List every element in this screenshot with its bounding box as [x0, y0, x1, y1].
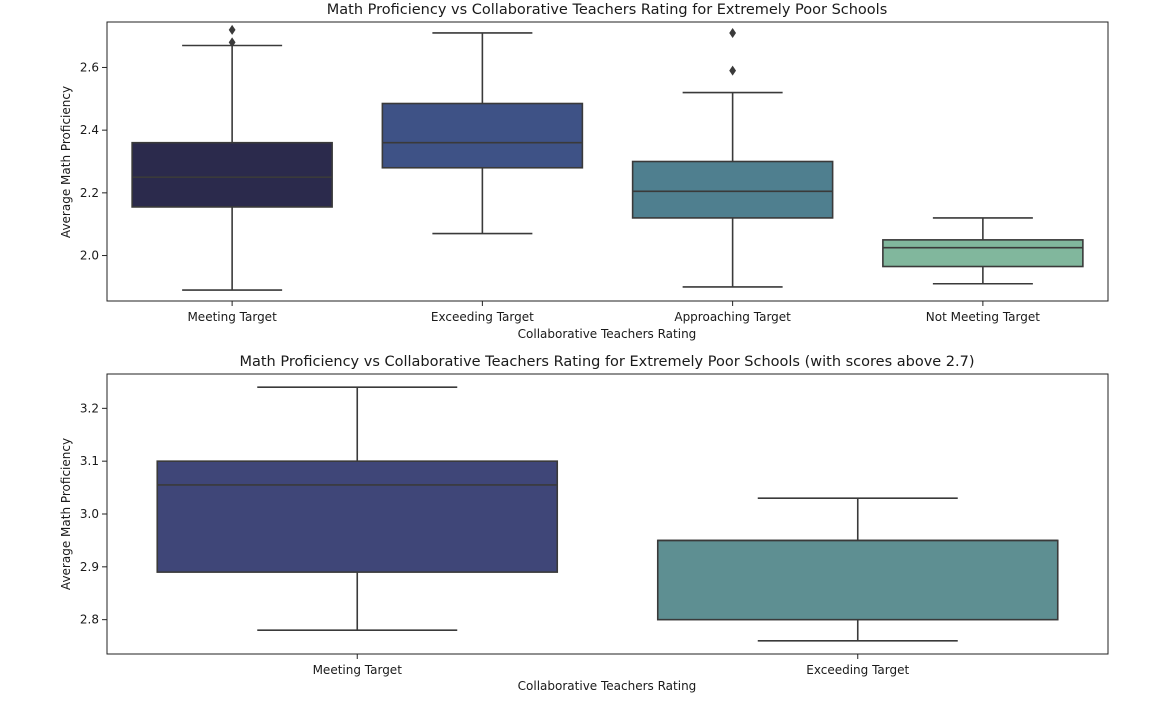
chart-top-outlier-point	[228, 37, 236, 48]
chart-bottom-box	[656, 539, 1059, 621]
chart-top-plot-frame	[106, 21, 1109, 302]
chart-top-outlier-point	[228, 24, 236, 35]
chart-top-title: Math Proficiency vs Collaborative Teache…	[327, 2, 888, 18]
chart-bottom-title: Math Proficiency vs Collaborative Teache…	[239, 354, 974, 370]
chart-top-box	[131, 141, 333, 208]
chart-bottom-x-tick-label: Exceeding Target	[806, 663, 909, 677]
chart-bottom-marks	[156, 386, 1059, 642]
chart-bottom-x-axis: Meeting Target Exceeding Target	[313, 654, 910, 677]
chart-top-x-tick-label: Exceeding Target	[431, 310, 534, 324]
chart-top-y-tick-label: 2.6	[80, 60, 99, 74]
chart-bottom-y-tick-label: 3.1	[80, 454, 99, 468]
chart-top-y-tick-label: 2.2	[80, 186, 99, 200]
chart-top-x-tick-label: Not Meeting Target	[926, 310, 1040, 324]
chart-top-x-axis-label: Collaborative Teachers Rating	[518, 327, 697, 341]
chart-bottom-y-tick-label: 2.8	[80, 613, 99, 627]
chart-top-x-axis: Meeting Target Exceeding Target Approachin…	[187, 301, 1040, 324]
chart-bottom-x-axis-label: Collaborative Teachers Rating	[518, 679, 697, 693]
chart-top: Math Proficiency vs Collaborative Teache…	[59, 2, 1109, 341]
chart-top-box-group	[882, 217, 1084, 285]
chart-bottom-y-tick-label: 3.0	[80, 507, 99, 521]
chart-bottom-box-group	[156, 386, 559, 632]
chart-bottom-y-axis-label: Average Math Proficiency	[59, 438, 73, 590]
chart-top-x-tick-label: Approaching Target	[674, 310, 791, 324]
chart-bottom: Math Proficiency vs Collaborative Teache…	[59, 354, 1109, 693]
chart-top-y-axis: 2.0 2.2 2.4 2.6	[80, 60, 107, 263]
chart-top-box-group	[131, 24, 333, 291]
chart-top-marks	[131, 24, 1084, 291]
chart-top-y-axis-label: Average Math Proficiency	[59, 86, 73, 238]
chart-bottom-box	[156, 460, 559, 573]
chart-top-box	[882, 239, 1084, 268]
chart-bottom-x-tick-label: Meeting Target	[313, 663, 403, 677]
chart-top-box-group	[631, 27, 834, 288]
chart-bottom-y-axis: 2.8 2.9 3.0 3.1 3.2	[80, 401, 107, 627]
chart-top-outlier-point	[729, 65, 737, 76]
chart-bottom-box-group	[656, 497, 1059, 642]
chart-top-box	[381, 102, 584, 169]
chart-top-outlier-point	[729, 27, 737, 38]
chart-top-box	[631, 160, 834, 219]
chart-top-y-tick-label: 2.0	[80, 249, 99, 263]
chart-bottom-y-tick-label: 3.2	[80, 401, 99, 415]
chart-top-box-group	[381, 32, 584, 235]
chart-top-y-tick-label: 2.4	[80, 123, 99, 137]
chart-bottom-y-tick-label: 2.9	[80, 560, 99, 574]
chart-top-x-tick-label: Meeting Target	[187, 310, 277, 324]
